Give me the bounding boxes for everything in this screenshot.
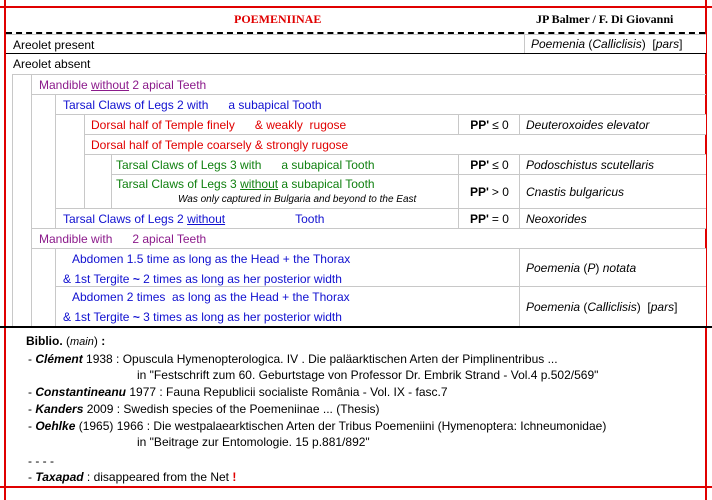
note: pars [655,37,680,51]
frame-bottom [0,486,712,488]
key-row-mandible-without: Mandible without 2 apical Teeth [31,74,706,94]
key-row-tarsal2-with: Tarsal Claws of Legs 2 with a subapical … [55,94,706,114]
genus: Poemenia [531,37,586,51]
key-row-tarsal3-with: Tarsal Claws of Legs 3 with a subapical … [111,154,706,174]
couplet-text: Areolet absent [13,57,91,71]
key-bottom-divider [0,326,712,328]
pp-value: PP' > 0 [458,175,520,208]
frame-top [0,6,712,8]
distribution-note: Was only captured in Bulgaria and beyond… [178,194,417,205]
subgenus: Calliclisis [592,37,642,51]
taxon: Poemenia (Calliclisis) [pars] [519,287,706,326]
couplet-text: Areolet present [13,38,95,52]
pp-value: PP' ≤ 0 [458,115,520,134]
couplet-text: Tarsal Claws of Legs 2 with a subapical … [63,98,322,112]
couplet-text: Tarsal Claws of Legs 3 with a subapical … [116,158,375,172]
taxon: Deuteroxoides elevator [519,115,706,134]
biblio-entry: - Constantineanu 1977 : Fauna Republicii… [28,385,448,399]
biblio-entry-cont: in "Beitrage zur Entomologie. 15 p.881/8… [137,435,370,449]
header-divider [6,32,705,34]
biblio-entry-cont: in "Festschrift zum 60. Geburtstage von … [137,368,599,382]
couplet-text: Mandible with 2 apical Teeth [39,232,207,246]
key-row-areolet-present: Areolet present Poemenia (Calliclisis) [… [6,34,706,54]
biblio-taxapad: - Taxapad : disappeared from the Net ! [28,470,237,484]
couplet-text: Mandible without 2 apical Teeth [39,78,207,92]
taxon: Neoxorides [519,209,706,228]
key-row-dorsal-coarsely: Dorsal half of Temple coarsely & strongl… [84,134,706,154]
key-row-areolet-absent: Areolet absent [6,54,706,74]
authors: JP Balmer / F. Di Giovanni [536,12,674,26]
couplet-text: Abdomen 1.5 time as long as the Head + t… [63,252,351,286]
taxon: Poemenia (P) notata [519,249,706,286]
key-row-mandible-with: Mandible with 2 apical Teeth [31,228,706,248]
taxon: Poemenia (Calliclisis) [pars] [524,35,706,53]
biblio-entry: - Clément 1938 : Opuscula Hymenopterolog… [28,352,558,366]
couplet-text: Dorsal half of Temple coarsely & strongl… [91,138,349,152]
key-row-dorsal-finely: Dorsal half of Temple finely & weakly ru… [84,114,706,134]
frame-right [705,0,707,500]
pp-value: PP' = 0 [458,209,520,228]
frame-left [4,0,6,500]
couplet-text: Dorsal half of Temple finely & weakly ru… [91,118,347,132]
key-row-tarsal2-without: Tarsal Claws of Legs 2 without Tooth PP' =… [55,208,706,228]
pp-value: PP' ≤ 0 [458,155,520,174]
biblio-separator: - - - - [28,454,54,468]
biblio-entry: - Kanders 2009 : Swedish species of the … [28,402,380,416]
taxon: Cnastis bulgaricus [519,175,706,208]
page-title: POEMENIINAE [234,12,322,26]
key-row-abdomen-1-5: Abdomen 1.5 time as long as the Head + t… [55,248,706,286]
couplet-text: Abdomen 2 times as long as the Head + th… [63,290,350,324]
taxon: Podoschistus scutellaris [519,155,706,174]
couplet-text: Tarsal Claws of Legs 2 without Tooth [63,212,325,226]
biblio-heading: Biblio. (main) : [26,334,106,348]
key-row-abdomen-2: Abdomen 2 times as long as the Head + th… [55,286,706,326]
biblio-entry: - Oehlke (1965) 1966 : Die westpalaearkt… [28,419,607,433]
key-row-tarsal3-without: Tarsal Claws of Legs 3 without a subapic… [111,174,706,208]
couplet-text: Tarsal Claws of Legs 3 without a subapic… [116,177,375,191]
